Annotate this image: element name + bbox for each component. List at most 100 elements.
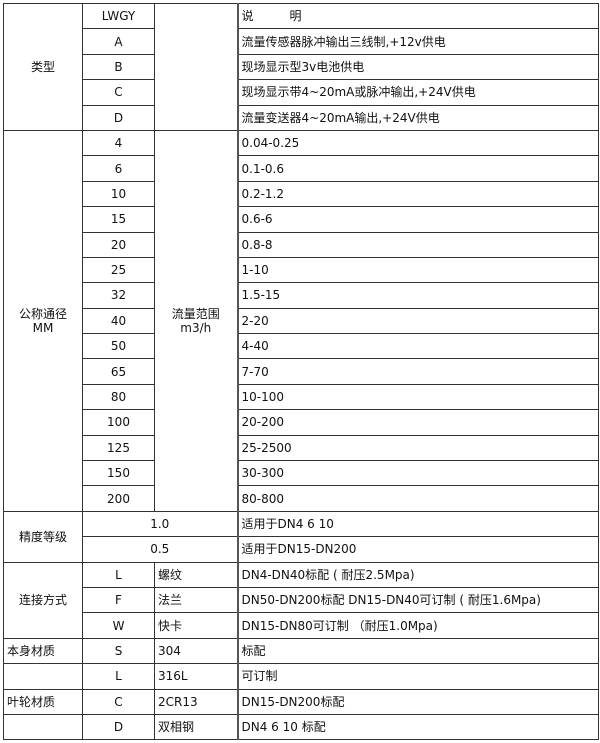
diameter-row: 100 20-200 [4,409,599,436]
connection-row: F 法兰 DN50-DN200标配 DN15-DN40可订制 ( 耐压1.6Mpa) [4,586,599,614]
flow-range: 0.8-8 [237,231,599,258]
flow-range: 1.5-15 [237,282,599,309]
flow-range: 1-10 [237,256,599,284]
type-description: 流量传感器脉冲输出三线制,+12v供电 [237,28,599,55]
diameter-row: 15 0.6-6 [4,206,599,233]
accuracy-row: 0.5 适用于DN15-DN200 [4,536,599,563]
material-description: DN4 6 10 标配 [237,713,599,741]
type-description: 现场显示型3v电池供电 [237,53,599,81]
connection-name: 快卡 [154,612,239,639]
material-code: L [82,663,155,690]
connection-code: L [82,561,155,588]
diameter-label: 公称通径 MM [3,129,83,512]
material-row: 叶轮材质 C 2CR13 DN15-DN200标配 [3,688,599,715]
connection-description: DN15-DN80可订制 （耐压1.0Mpa) [237,612,599,639]
diameter-row: 40 2-20 [4,307,599,335]
diameter-size: 15 [82,206,155,233]
diameter-size: 10 [82,180,155,208]
connection-label: 连接方式 [3,561,83,639]
material-label: 本身材质 [3,637,83,665]
connection-description: DN50-DN200标配 DN15-DN40可订制 ( 耐压1.6Mpa) [237,586,599,614]
material-description: 可订制 [237,663,599,690]
type-label: 类型 [3,3,83,131]
type-code: B [82,53,155,81]
diameter-row: 公称通径 MM 4 流量范围 m3/h 0.04-0.25 [3,129,599,512]
connection-name: 螺纹 [154,561,239,588]
material-code: S [82,637,155,665]
diameter-row: 10 0.2-1.2 [4,180,599,208]
accuracy-row: 精度等级 1.0 适用于DN4 6 10 [3,510,599,563]
diameter-row: 200 80-800 [4,485,599,512]
flow-range-label-line: m3/h [180,320,212,335]
material-row: 本身材质 S 304 标配 [3,637,599,665]
material-label: 叶轮材质 [3,688,83,715]
flow-range: 80-800 [237,485,599,512]
diameter-row: 25 1-10 [4,256,599,284]
diameter-size: 50 [82,333,155,360]
material-name: 316L [154,663,239,690]
flow-range: 7-70 [237,358,599,385]
accuracy-description: 适用于DN4 6 10 [237,510,599,538]
diameter-row: 150 30-300 [4,460,599,487]
material-name: 304 [154,637,239,665]
material-label [3,663,83,690]
material-name: 2CR13 [154,688,239,715]
connection-code: W [82,612,155,639]
flow-range: 4-40 [237,333,599,360]
diameter-size: 32 [82,282,155,309]
diameter-row: 50 4-40 [4,333,599,360]
header-code: LWGY [82,2,155,30]
diameter-label-line: MM [32,320,54,335]
type-description: 流量变送器4~20mA输出,+24V供电 [237,104,599,131]
diameter-size: 80 [82,383,155,411]
flow-range: 0.6-6 [237,206,599,233]
type-description: 现场显示带4~20mA或脉冲输出,+24V供电 [237,79,599,106]
material-row: D 双相钢 DN4 6 10 标配 [3,713,599,741]
diameter-size: 40 [82,307,155,335]
type-row: B 现场显示型3v电池供电 [4,53,599,81]
diameter-size: 150 [82,460,155,487]
diameter-size: 20 [82,231,155,258]
diameter-row: 6 0.1-0.6 [4,155,599,182]
flow-range: 20-200 [237,409,599,436]
type-code: D [82,104,155,131]
lwgy-spec-table: 类型 LWGY 说 明 A 流量传感器脉冲输出三线制,+12v供电 B 现场显示型3v… [3,2,599,741]
type-row: D 流量变送器4~20mA输出,+24V供电 [4,104,599,131]
diameter-size: 125 [82,434,155,462]
connection-row: W 快卡 DN15-DN80可订制 （耐压1.0Mpa) [4,612,599,639]
type-code: C [82,79,155,106]
diameter-row: 65 7-70 [4,358,599,385]
flow-range: 0.04-0.25 [237,129,599,157]
flow-range: 25-2500 [237,434,599,462]
material-label [3,713,83,741]
diameter-size: 200 [82,485,155,512]
connection-description: DN4-DN40标配 ( 耐压2.5Mpa) [237,561,599,588]
material-code: D [82,713,155,741]
diameter-size: 100 [82,409,155,436]
material-name: 双相钢 [154,713,239,741]
header-row: 类型 LWGY 说 明 [3,2,599,131]
flow-range: 30-300 [237,460,599,487]
diameter-size: 25 [82,256,155,284]
diameter-row: 20 0.8-8 [4,231,599,258]
flow-range-label: 流量范围 m3/h [154,129,239,512]
connection-row: 连接方式 L 螺纹 DN4-DN40标配 ( 耐压2.5Mpa) [3,561,599,639]
type-row: A 流量传感器脉冲输出三线制,+12v供电 [4,28,599,55]
diameter-size: 65 [82,358,155,385]
material-description: DN15-DN200标配 [237,688,599,715]
material-description: 标配 [237,637,599,665]
connection-code: F [82,586,155,614]
material-code: C [82,688,155,715]
type-empty-cell [154,3,239,131]
type-row: C 现场显示带4~20mA或脉冲输出,+24V供电 [4,79,599,106]
flow-range: 2-20 [237,307,599,335]
accuracy-grade: 1.0 [82,510,239,538]
flow-range-label-line: 流量范围 [171,306,220,321]
accuracy-grade: 0.5 [82,536,239,563]
diameter-label-line: 公称通径 [18,306,67,321]
connection-name: 法兰 [154,586,239,614]
accuracy-label: 精度等级 [3,510,83,563]
material-row: L 316L 可订制 [3,663,599,690]
diameter-size: 4 [82,129,155,157]
diameter-row: 125 25-2500 [4,434,599,462]
